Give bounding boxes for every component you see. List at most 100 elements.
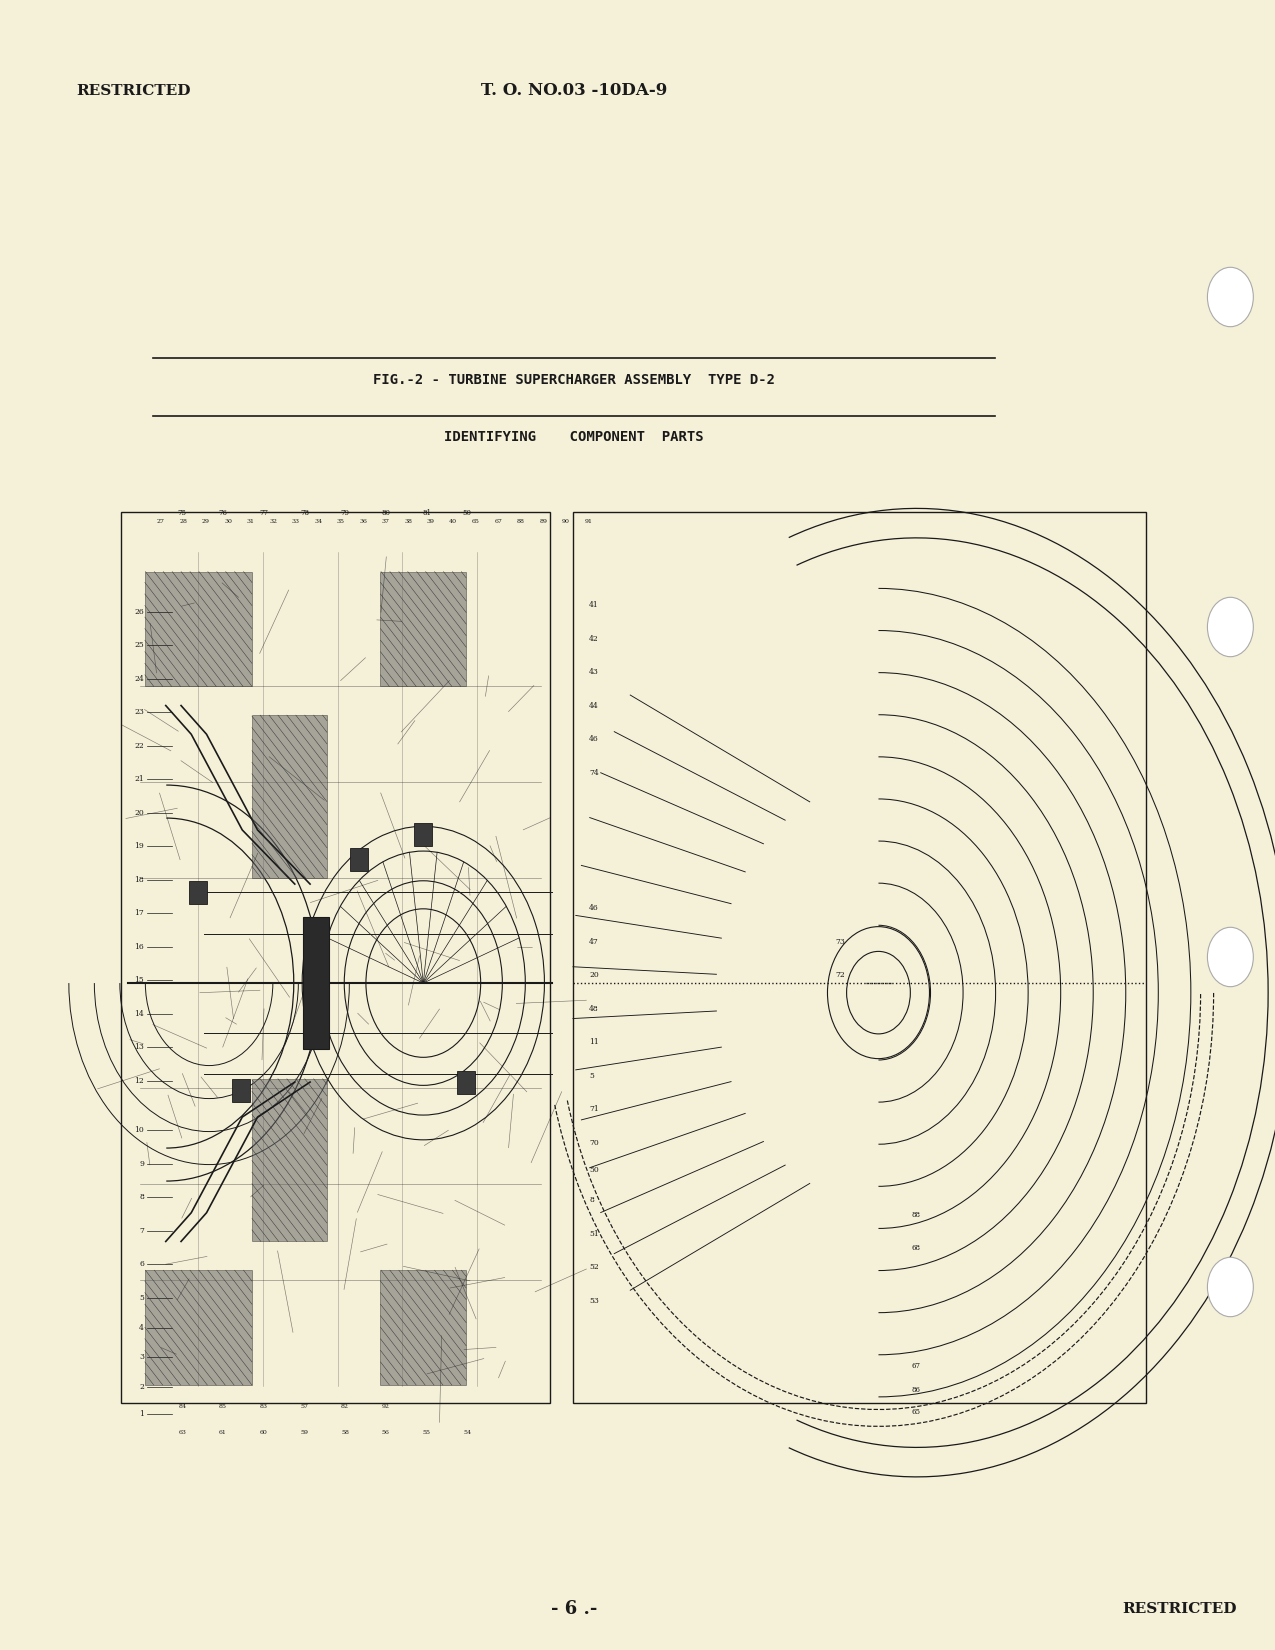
Text: 2: 2 (139, 1383, 144, 1391)
Text: 48: 48 (589, 1005, 599, 1013)
Text: 37: 37 (381, 518, 390, 525)
Text: 80: 80 (381, 510, 390, 518)
Text: RESTRICTED: RESTRICTED (1122, 1602, 1237, 1615)
Bar (351, 848, 368, 871)
Text: 21: 21 (134, 776, 144, 784)
Text: 40: 40 (449, 518, 458, 525)
Text: 72: 72 (835, 972, 845, 980)
Text: 20: 20 (589, 972, 599, 980)
Text: 56: 56 (382, 1431, 390, 1436)
Bar (190, 881, 208, 904)
Text: 50: 50 (463, 510, 472, 518)
Text: 28: 28 (180, 518, 187, 525)
Bar (145, 1270, 252, 1384)
Text: FIG.-2 - TURBINE SUPERCHARGER ASSEMBLY  TYPE D-2: FIG.-2 - TURBINE SUPERCHARGER ASSEMBLY T… (372, 373, 775, 386)
Text: 30: 30 (224, 518, 232, 525)
Text: 20: 20 (134, 808, 144, 817)
Text: 36: 36 (360, 518, 367, 525)
Text: 54: 54 (463, 1431, 472, 1436)
Text: 26: 26 (134, 607, 144, 615)
Text: 89: 89 (539, 518, 547, 525)
Text: 10: 10 (134, 1127, 144, 1135)
Text: 90: 90 (562, 518, 570, 525)
Text: 29: 29 (201, 518, 210, 525)
Text: 65: 65 (912, 1407, 921, 1416)
Text: 86: 86 (912, 1386, 921, 1394)
Text: 67: 67 (912, 1361, 921, 1370)
Text: 58: 58 (342, 1431, 349, 1436)
Text: 75: 75 (177, 510, 187, 518)
Bar (574, 513, 1146, 1402)
Text: 88: 88 (516, 518, 525, 525)
Bar (232, 1079, 250, 1102)
Text: 32: 32 (269, 518, 278, 525)
Text: 11: 11 (589, 1038, 599, 1046)
Bar (303, 917, 329, 1049)
Text: 51: 51 (589, 1229, 599, 1238)
Text: 47: 47 (589, 937, 599, 945)
Circle shape (1207, 1257, 1253, 1317)
Text: 39: 39 (427, 518, 435, 525)
Text: 73: 73 (835, 937, 845, 945)
Bar (252, 1079, 326, 1241)
Bar (380, 571, 467, 686)
Text: 61: 61 (219, 1431, 227, 1436)
Text: 8: 8 (589, 1196, 594, 1204)
Bar (145, 571, 252, 686)
Text: 52: 52 (589, 1264, 599, 1270)
Circle shape (1207, 267, 1253, 327)
Text: 46: 46 (589, 904, 599, 912)
Text: 16: 16 (134, 942, 144, 950)
Text: 7: 7 (139, 1228, 144, 1234)
Circle shape (1207, 927, 1253, 987)
Text: 44: 44 (589, 701, 599, 710)
Text: 43: 43 (589, 668, 599, 676)
Text: 27: 27 (157, 518, 164, 525)
Text: 1: 1 (139, 1409, 144, 1417)
Text: 35: 35 (337, 518, 344, 525)
Text: 12: 12 (134, 1077, 144, 1084)
Text: 74: 74 (589, 769, 599, 777)
Text: T. O. NO.03 -10DA-9: T. O. NO.03 -10DA-9 (481, 82, 667, 99)
Bar (121, 513, 550, 1402)
Text: 13: 13 (134, 1043, 144, 1051)
Text: 67: 67 (495, 518, 502, 525)
Text: 31: 31 (247, 518, 255, 525)
Text: 18: 18 (134, 876, 144, 884)
Text: 50: 50 (589, 1165, 599, 1173)
Text: 23: 23 (134, 708, 144, 716)
Text: 22: 22 (134, 742, 144, 749)
Bar (252, 714, 326, 878)
Bar (458, 1071, 476, 1094)
Text: 84: 84 (179, 1404, 186, 1409)
Text: 8: 8 (139, 1193, 144, 1201)
Text: 63: 63 (179, 1431, 186, 1436)
Text: 53: 53 (589, 1297, 599, 1305)
Text: 76: 76 (218, 510, 227, 518)
Text: 17: 17 (134, 909, 144, 917)
Text: 59: 59 (301, 1431, 309, 1436)
Text: 5: 5 (139, 1294, 144, 1302)
Text: 71: 71 (589, 1106, 599, 1114)
Text: 77: 77 (259, 510, 268, 518)
Text: 57: 57 (301, 1404, 309, 1409)
Text: 78: 78 (300, 510, 309, 518)
Text: 6: 6 (139, 1261, 144, 1269)
Text: 70: 70 (589, 1138, 599, 1147)
Text: 24: 24 (134, 675, 144, 683)
Text: 88: 88 (912, 1211, 921, 1219)
Text: 5: 5 (589, 1072, 594, 1079)
Text: 92: 92 (381, 1404, 390, 1409)
Bar (414, 823, 432, 846)
Text: 19: 19 (134, 842, 144, 850)
Text: IDENTIFYING    COMPONENT  PARTS: IDENTIFYING COMPONENT PARTS (444, 431, 704, 444)
Text: 85: 85 (219, 1404, 227, 1409)
Text: 33: 33 (292, 518, 300, 525)
Text: 82: 82 (342, 1404, 349, 1409)
Text: RESTRICTED: RESTRICTED (76, 84, 191, 97)
Text: 46: 46 (589, 734, 599, 742)
Text: 34: 34 (314, 518, 323, 525)
Text: 65: 65 (472, 518, 479, 525)
Text: 15: 15 (134, 977, 144, 983)
Text: 3: 3 (139, 1353, 144, 1361)
